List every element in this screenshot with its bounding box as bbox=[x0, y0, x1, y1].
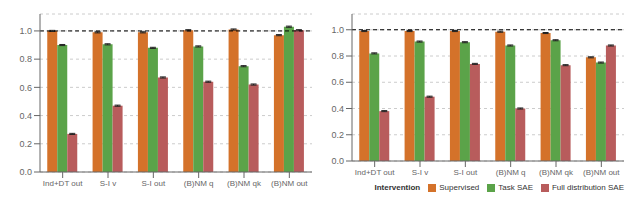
html-text:Task SAE: Task SAE bbox=[498, 183, 533, 192]
svg-text:(B)NM q: (B)NM q bbox=[496, 168, 526, 177]
svg-text:0.2: 0.2 bbox=[331, 130, 344, 140]
svg-text:0.4: 0.4 bbox=[19, 111, 32, 121]
svg-text:(B)NM out: (B)NM out bbox=[271, 179, 308, 188]
svg-text:0.0: 0.0 bbox=[19, 167, 32, 177]
svg-text:0.6: 0.6 bbox=[19, 83, 32, 93]
svg-text:(B)NM out: (B)NM out bbox=[583, 168, 620, 177]
svg-text:(B)NM q: (B)NM q bbox=[184, 179, 214, 188]
svg-text:1.0: 1.0 bbox=[331, 25, 344, 35]
html-text:Supervised: Supervised bbox=[439, 183, 480, 192]
svg-text:0.6: 0.6 bbox=[331, 77, 344, 87]
svg-text:(B)NM qk: (B)NM qk bbox=[539, 168, 574, 177]
svg-text:S-I v: S-I v bbox=[412, 168, 428, 177]
svg-text:1.0: 1.0 bbox=[19, 26, 32, 36]
html-text:Full distribution SAE: Full distribution SAE bbox=[552, 183, 624, 192]
svg-text:Ind+DT out: Ind+DT out bbox=[43, 179, 83, 188]
svg-text:0.8: 0.8 bbox=[331, 51, 344, 61]
svg-text:Ind+DT out: Ind+DT out bbox=[355, 168, 395, 177]
svg-text:(B)NM qk: (B)NM qk bbox=[227, 179, 262, 188]
svg-text:S-I out: S-I out bbox=[142, 179, 166, 188]
svg-text:S-I out: S-I out bbox=[454, 168, 478, 177]
html-text:Intervention: Intervention bbox=[374, 183, 421, 192]
svg-text:0.8: 0.8 bbox=[19, 54, 32, 64]
svg-text:S-I v: S-I v bbox=[100, 179, 116, 188]
svg-text:0.2: 0.2 bbox=[19, 139, 32, 149]
svg-text:0.0: 0.0 bbox=[331, 156, 344, 166]
svg-text:0.4: 0.4 bbox=[331, 104, 344, 114]
